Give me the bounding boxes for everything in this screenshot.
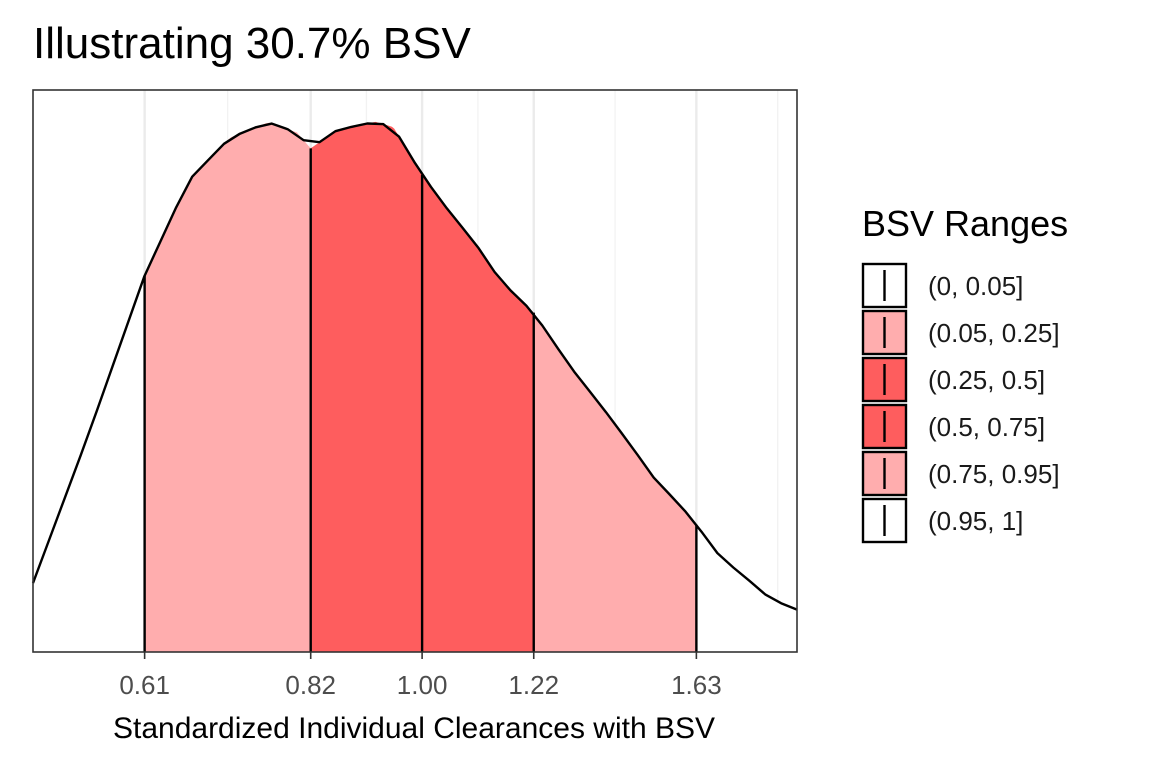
x-tick-label: 1.22	[508, 670, 559, 700]
plot-area: 0.61 0.82 1.00 1.22 1.63	[31, 89, 798, 700]
x-tick-label: 0.61	[119, 670, 170, 700]
legend-item: (0.95, 1]	[861, 497, 1023, 544]
legend-item: (0, 0.05]	[861, 262, 1023, 309]
x-tick-label: 1.63	[671, 670, 722, 700]
panel-border	[32, 89, 798, 653]
legend-title: BSV Ranges	[862, 203, 1068, 244]
legend-item: (0.05, 0.25]	[861, 309, 1060, 356]
legend-label: (0.75, 0.95]	[928, 459, 1060, 489]
legend-label: (0, 0.05]	[928, 271, 1023, 301]
legend-item: (0.75, 0.95]	[861, 450, 1060, 497]
chart-title: Illustrating 30.7% BSV	[33, 19, 471, 68]
legend-item: (0.5, 0.75]	[861, 403, 1045, 450]
x-axis-label: Standardized Individual Clearances with …	[113, 712, 715, 745]
legend-label: (0.95, 1]	[928, 506, 1023, 536]
legend-item: (0.25, 0.5]	[861, 356, 1045, 403]
density-curve	[31, 122, 798, 611]
legend-label: (0.05, 0.25]	[928, 318, 1060, 348]
x-tick-label: 0.82	[285, 670, 336, 700]
legend: (0, 0.05] (0.05, 0.25] (0.25, 0.5] (0.5, 0.…	[861, 262, 1060, 544]
density-band-6	[696, 524, 797, 652]
density-band-2	[144, 122, 311, 652]
legend-label: (0.5, 0.75]	[928, 412, 1045, 442]
x-tick-label: 1.00	[397, 670, 448, 700]
density-band-1	[33, 275, 145, 652]
density-band-5	[533, 312, 697, 652]
density-band-4	[422, 174, 534, 653]
density-band-3	[310, 121, 423, 652]
legend-label: (0.25, 0.5]	[928, 365, 1045, 395]
